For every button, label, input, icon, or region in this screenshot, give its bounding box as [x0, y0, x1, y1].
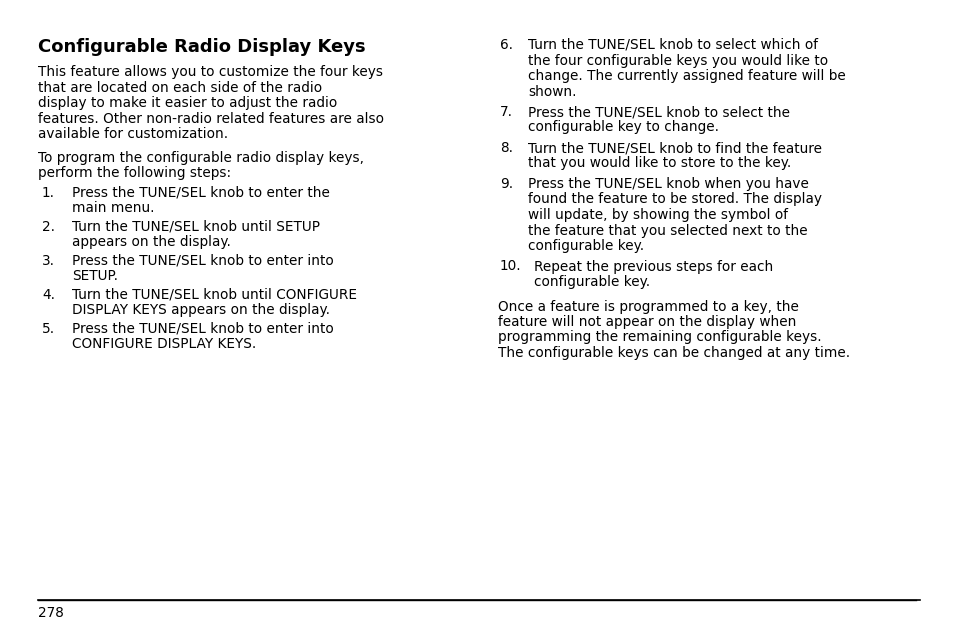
Text: Press the TUNE/SEL knob to enter the: Press the TUNE/SEL knob to enter the	[71, 186, 330, 200]
Text: programming the remaining configurable keys.: programming the remaining configurable k…	[497, 331, 821, 345]
Text: 1.: 1.	[42, 186, 55, 200]
Text: 6.: 6.	[499, 38, 513, 52]
Text: Turn the TUNE/SEL knob until SETUP: Turn the TUNE/SEL knob until SETUP	[71, 220, 319, 234]
Text: Once a feature is programmed to a key, the: Once a feature is programmed to a key, t…	[497, 300, 798, 314]
Text: DISPLAY KEYS appears on the display.: DISPLAY KEYS appears on the display.	[71, 303, 330, 317]
Text: Press the TUNE/SEL knob to enter into: Press the TUNE/SEL knob to enter into	[71, 254, 334, 268]
Text: display to make it easier to adjust the radio: display to make it easier to adjust the …	[38, 97, 337, 111]
Text: change. The currently assigned feature will be: change. The currently assigned feature w…	[527, 69, 845, 83]
Text: the four configurable keys you would like to: the four configurable keys you would lik…	[527, 53, 827, 67]
Text: 4.: 4.	[42, 288, 55, 302]
Text: Turn the TUNE/SEL knob to select which of: Turn the TUNE/SEL knob to select which o…	[527, 38, 817, 52]
Text: Press the TUNE/SEL knob to select the: Press the TUNE/SEL knob to select the	[527, 105, 789, 119]
Text: configurable key.: configurable key.	[534, 275, 649, 289]
Text: 2.: 2.	[42, 220, 55, 234]
Text: Press the TUNE/SEL knob to enter into: Press the TUNE/SEL knob to enter into	[71, 322, 334, 336]
Text: CONFIGURE DISPLAY KEYS.: CONFIGURE DISPLAY KEYS.	[71, 338, 256, 352]
Text: This feature allows you to customize the four keys: This feature allows you to customize the…	[38, 66, 382, 80]
Text: Turn the TUNE/SEL knob until CONFIGURE: Turn the TUNE/SEL knob until CONFIGURE	[71, 288, 356, 302]
Text: Repeat the previous steps for each: Repeat the previous steps for each	[534, 259, 773, 273]
Text: the feature that you selected next to the: the feature that you selected next to th…	[527, 223, 807, 237]
Text: configurable key to change.: configurable key to change.	[527, 120, 719, 134]
Text: 278: 278	[38, 606, 64, 620]
Text: feature will not appear on the display when: feature will not appear on the display w…	[497, 315, 796, 329]
Text: shown.: shown.	[527, 85, 576, 99]
Text: that are located on each side of the radio: that are located on each side of the rad…	[38, 81, 322, 95]
Text: The configurable keys can be changed at any time.: The configurable keys can be changed at …	[497, 346, 849, 360]
Text: that you would like to store to the key.: that you would like to store to the key.	[527, 156, 790, 170]
Text: 8.: 8.	[499, 141, 513, 155]
Text: found the feature to be stored. The display: found the feature to be stored. The disp…	[527, 193, 821, 207]
Text: available for customization.: available for customization.	[38, 127, 228, 141]
Text: SETUP.: SETUP.	[71, 270, 118, 284]
Text: 9.: 9.	[499, 177, 513, 191]
Text: To program the configurable radio display keys,: To program the configurable radio displa…	[38, 151, 364, 165]
Text: Configurable Radio Display Keys: Configurable Radio Display Keys	[38, 38, 365, 56]
Text: 3.: 3.	[42, 254, 55, 268]
Text: features. Other non-radio related features are also: features. Other non-radio related featur…	[38, 112, 384, 126]
Text: 10.: 10.	[499, 259, 521, 273]
Text: 5.: 5.	[42, 322, 55, 336]
Text: configurable key.: configurable key.	[527, 239, 643, 253]
Text: will update, by showing the symbol of: will update, by showing the symbol of	[527, 208, 787, 222]
Text: 7.: 7.	[499, 105, 513, 119]
Text: appears on the display.: appears on the display.	[71, 235, 231, 249]
Text: Turn the TUNE/SEL knob to find the feature: Turn the TUNE/SEL knob to find the featu…	[527, 141, 821, 155]
Text: Press the TUNE/SEL knob when you have: Press the TUNE/SEL knob when you have	[527, 177, 808, 191]
Text: main menu.: main menu.	[71, 202, 154, 216]
Text: perform the following steps:: perform the following steps:	[38, 167, 231, 181]
